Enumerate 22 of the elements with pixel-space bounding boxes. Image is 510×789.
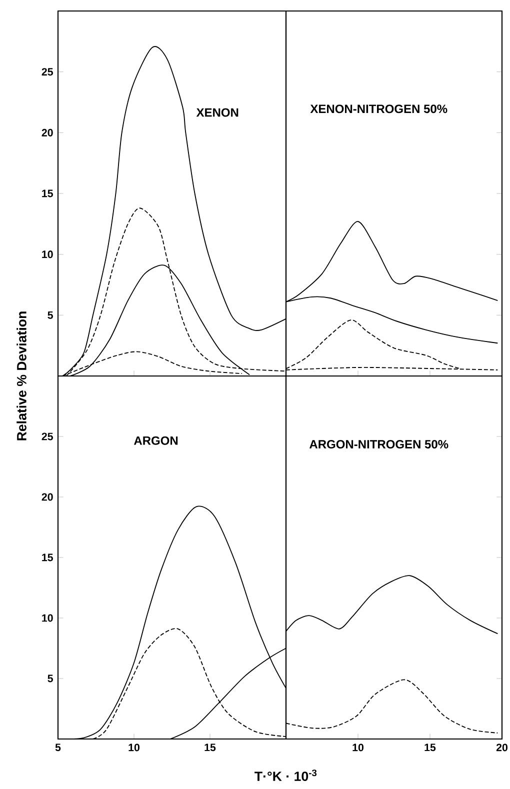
- text: XENON: [196, 108, 238, 117]
- x-tick-label: 10: [128, 744, 140, 752]
- y-tick-label: 25: [42, 432, 53, 440]
- y-tick-label: 10: [42, 250, 53, 258]
- x-tick-label: 5: [55, 744, 61, 752]
- y-axis-title: Relative % Deviation: [16, 312, 26, 440]
- x-tick-label: 10: [352, 744, 364, 752]
- y-tick-label: 10: [42, 614, 53, 622]
- x-tick-label: 20: [496, 744, 508, 752]
- y-tick-label: 15: [42, 554, 53, 562]
- x-tick-label: 15: [424, 744, 436, 752]
- x-axis-title: T·°K · 10$^{-3}$: [254, 770, 317, 782]
- y-tick-label: 5: [48, 311, 53, 319]
- x-tick-label: 15: [204, 744, 216, 752]
- y-tick-label: 15: [42, 190, 53, 198]
- y-tick-label: 20: [42, 493, 53, 501]
- y-tick-label: 20: [42, 128, 53, 136]
- text: ARGON-NITROGEN 50%: [309, 440, 448, 448]
- text: XENON-NITROGEN 50%: [310, 104, 448, 114]
- y-tick-label: 25: [42, 68, 53, 76]
- text: ARGON: [134, 436, 178, 445]
- y-tick-label: 5: [48, 674, 53, 682]
